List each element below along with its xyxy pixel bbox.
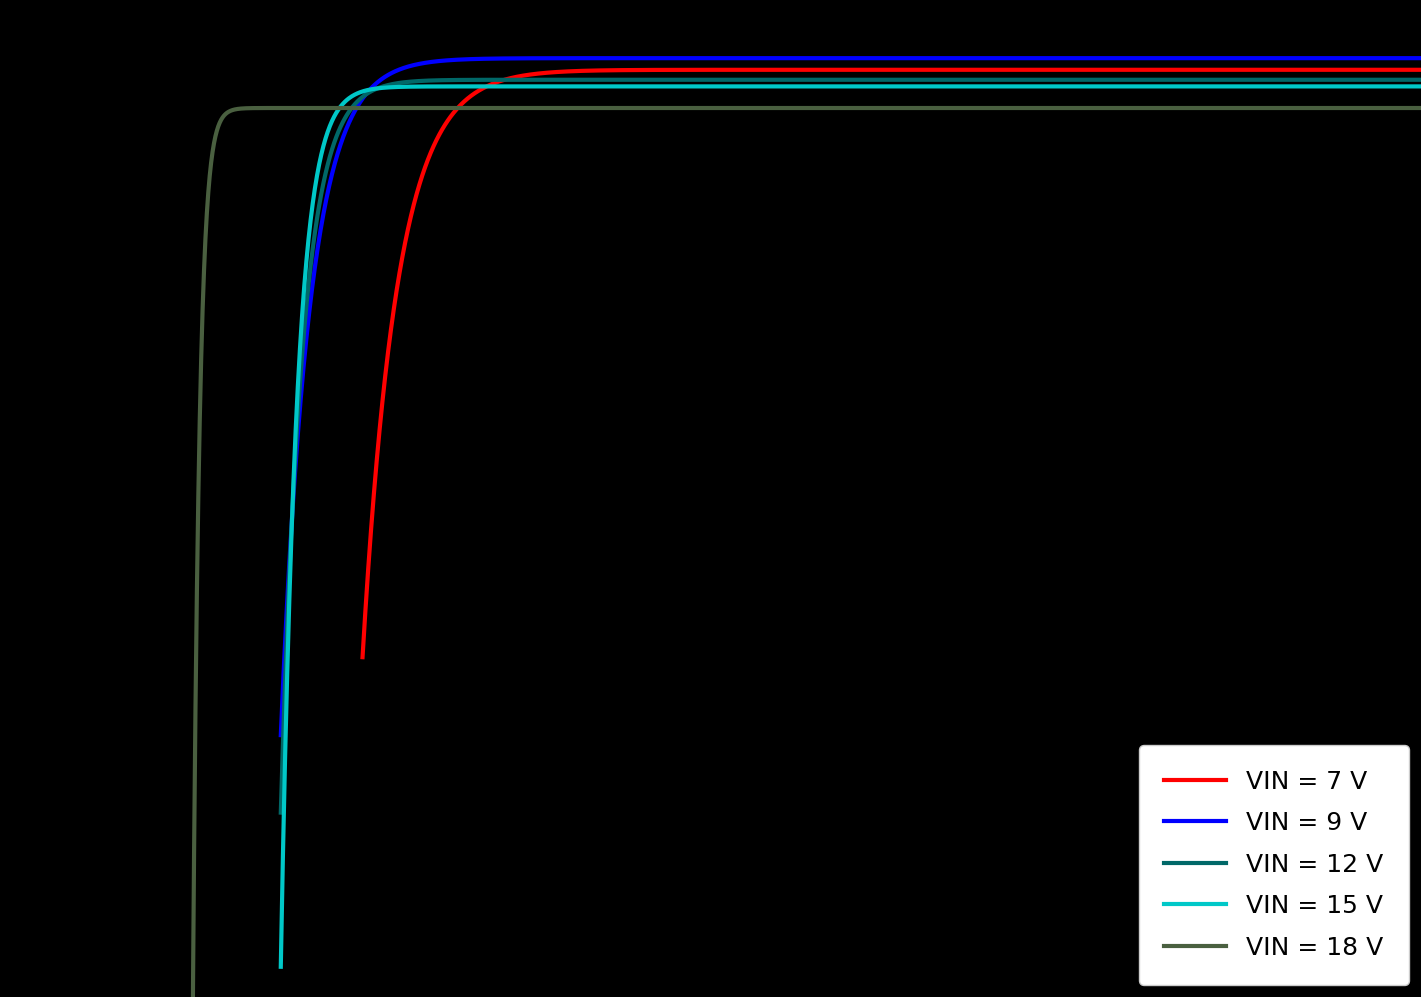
VIN = 15 V <box>851 81 868 93</box>
Line: VIN = 7 V: VIN = 7 V <box>362 70 1421 657</box>
VIN = 9 V <box>445 54 462 66</box>
VIN = 7 V <box>530 68 547 80</box>
VIN = 18 V <box>767 102 784 114</box>
VIN = 7 V <box>1273 64 1290 76</box>
VIN = 12 V <box>394 77 411 89</box>
VIN = 15 V <box>870 81 887 93</box>
VIN = 9 V <box>1412 52 1421 64</box>
VIN = 18 V <box>924 102 941 114</box>
VIN = 12 V <box>870 74 887 86</box>
VIN = 18 V <box>641 102 658 114</box>
Line: VIN = 9 V: VIN = 9 V <box>281 58 1421 735</box>
VIN = 15 V <box>604 81 621 93</box>
VIN = 12 V <box>445 74 462 86</box>
VIN = 12 V <box>604 74 621 86</box>
VIN = 9 V <box>1283 52 1300 64</box>
VIN = 12 V <box>273 807 290 819</box>
VIN = 15 V <box>1283 81 1300 93</box>
Line: VIN = 15 V: VIN = 15 V <box>281 87 1421 967</box>
VIN = 15 V <box>445 81 462 93</box>
VIN = 12 V <box>1064 74 1081 86</box>
VIN = 9 V <box>394 63 411 75</box>
VIN = 15 V <box>469 81 486 93</box>
VIN = 18 V <box>423 102 441 114</box>
VIN = 7 V <box>976 64 993 76</box>
VIN = 9 V <box>604 52 621 64</box>
VIN = 7 V <box>1114 64 1131 76</box>
VIN = 12 V <box>469 74 486 86</box>
Legend: VIN = 7 V, VIN = 9 V, VIN = 12 V, VIN = 15 V, VIN = 18 V: VIN = 7 V, VIN = 9 V, VIN = 12 V, VIN = … <box>1138 745 1408 984</box>
VIN = 18 V <box>450 102 468 114</box>
VIN = 7 V <box>1225 64 1242 76</box>
VIN = 9 V <box>273 729 290 741</box>
VIN = 18 V <box>1336 102 1353 114</box>
VIN = 18 V <box>458 102 475 114</box>
VIN = 12 V <box>1412 74 1421 86</box>
VIN = 9 V <box>870 52 887 64</box>
VIN = 9 V <box>469 53 486 65</box>
VIN = 7 V <box>1412 64 1421 76</box>
VIN = 15 V <box>394 81 411 93</box>
VIN = 7 V <box>526 68 543 80</box>
VIN = 9 V <box>1326 52 1343 64</box>
Line: VIN = 18 V: VIN = 18 V <box>192 108 1421 997</box>
VIN = 12 V <box>1283 74 1300 86</box>
VIN = 18 V <box>1412 102 1421 114</box>
Line: VIN = 12 V: VIN = 12 V <box>281 80 1421 813</box>
VIN = 15 V <box>273 961 290 973</box>
VIN = 15 V <box>1412 81 1421 93</box>
VIN = 7 V <box>354 651 371 663</box>
